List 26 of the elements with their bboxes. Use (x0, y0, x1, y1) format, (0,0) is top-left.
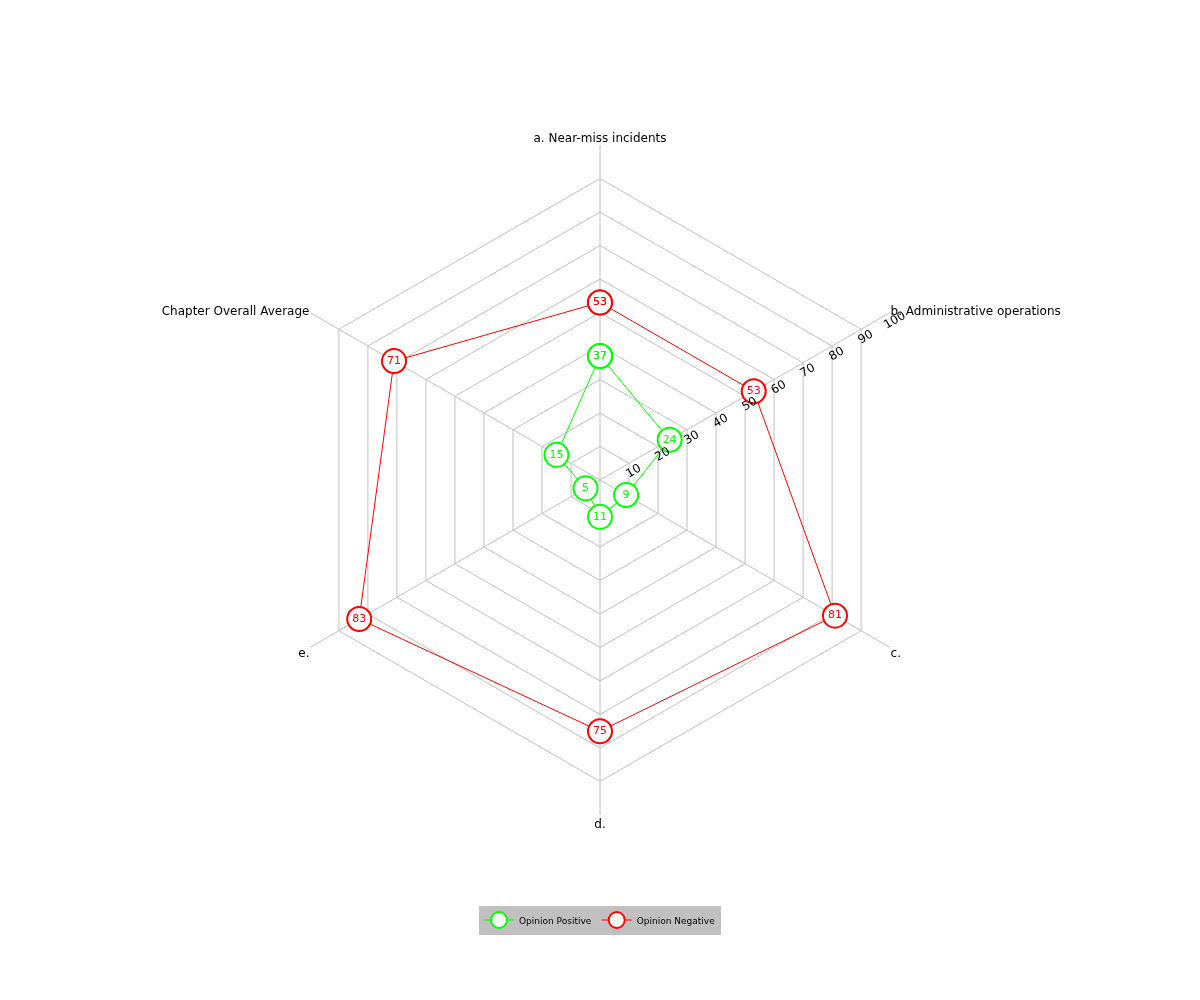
legend-label: Opinion Positive (519, 915, 592, 926)
spoke-label: Chapter Overall Average (161, 303, 310, 318)
y-tick-label: 20 (652, 443, 673, 464)
y-tick-label: 10 (623, 460, 644, 481)
data-label: 53 (593, 295, 607, 309)
y-tick-label: 30 (681, 427, 702, 447)
y-tick-label: 90 (855, 326, 876, 347)
y-tick-label: 60 (768, 376, 789, 397)
y-tick-label: 70 (797, 360, 818, 380)
data-label: 75 (593, 724, 607, 737)
spoke-label: a. Near-miss incidents (533, 131, 667, 146)
data-label: 71 (387, 353, 402, 367)
data-label: 81 (828, 608, 842, 622)
y-tick-label: 40 (710, 410, 731, 431)
y-tick-label: 80 (826, 343, 847, 364)
data-label: 11 (593, 509, 607, 523)
data-label: 5 (581, 481, 589, 495)
data-label: 9 (622, 487, 630, 501)
data-label: 37 (593, 348, 607, 362)
data-label: 15 (549, 447, 564, 461)
spoke-label: e. (298, 646, 310, 661)
spoke-label: c. (890, 646, 901, 661)
legend-label: Opinion Negative (636, 915, 716, 926)
spoke-label: d. (594, 816, 606, 831)
data-label: 83 (352, 611, 367, 625)
data-label: 24 (662, 432, 677, 446)
